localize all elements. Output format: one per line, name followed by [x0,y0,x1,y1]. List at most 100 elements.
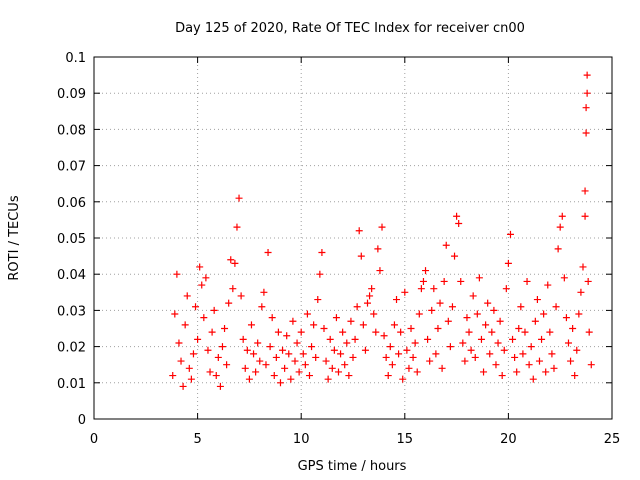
data-point [208,328,216,336]
data-point [405,364,413,372]
x-axis-label: GPS time / hours [298,459,407,474]
data-point [339,328,347,336]
data-point [239,335,247,343]
data-point [316,270,324,278]
data-point [258,303,266,311]
data-point [245,375,253,383]
data-point [569,325,577,332]
data-point [301,361,309,369]
data-point [175,339,183,347]
data-point [415,310,423,318]
data-point [488,328,496,336]
data-point [270,372,278,380]
data-point [401,288,409,296]
data-point [299,350,307,358]
data-point [384,372,392,380]
data-point [312,353,320,361]
data-point [521,328,529,336]
data-point [231,259,239,267]
data-point [264,248,272,256]
data-point [426,357,434,365]
data-point [388,361,396,369]
data-point [247,321,255,329]
data-point [558,212,566,220]
data-point [422,267,430,275]
data-point [509,335,517,343]
data-point [417,285,425,293]
data-point [403,346,411,354]
data-point [477,335,485,343]
data-point [463,314,471,322]
data-point [368,285,376,293]
data-point [297,328,305,336]
data-point [564,339,572,347]
data-point [382,353,390,361]
data-point [287,375,295,383]
data-point [515,325,523,332]
x-tick-label: 5 [193,432,201,447]
data-point [364,299,372,307]
data-point [480,368,488,376]
data-point [194,335,202,343]
data-point [582,104,590,112]
data-point [177,357,185,365]
data-point [506,230,514,238]
data-point [303,310,311,318]
data-point [357,252,365,260]
data-point [513,368,521,376]
data-point [575,310,583,318]
data-point [305,372,313,380]
data-point [366,292,374,300]
data-point [328,364,336,372]
data-point [390,321,398,329]
data-point [185,364,193,372]
data-point [343,339,351,347]
data-point [442,241,450,249]
data-point [218,343,226,351]
data-point [260,288,268,296]
data-point [573,346,581,354]
data-point [173,270,181,278]
data-point [252,368,260,376]
data-point [169,372,177,380]
data-point [446,343,454,351]
data-point [533,296,541,304]
data-point [552,303,560,311]
data-point [210,306,218,314]
data-point [274,328,282,336]
data-point [432,350,440,358]
data-point [285,350,293,358]
data-point [250,350,258,358]
data-point [326,335,334,343]
data-point [465,328,473,336]
data-point [523,277,531,285]
y-tick-label: 0.08 [57,123,86,138]
data-point [289,317,297,325]
y-tick-label: 0.03 [57,304,86,319]
data-point [581,187,589,195]
data-point [308,343,316,351]
data-point [475,274,483,282]
data-point [332,314,340,322]
x-tick-label: 20 [500,432,517,447]
data-point [490,306,498,314]
data-point [378,223,386,231]
data-point [504,259,512,267]
data-point [556,223,564,231]
data-point [471,353,479,361]
data-point [455,220,463,228]
data-point [171,310,179,318]
data-point [482,321,490,329]
data-point [571,372,579,380]
data-point [519,350,527,358]
y-tick-label: 0.1 [65,51,86,66]
data-point [525,361,533,369]
y-tick-label: 0.01 [57,377,86,392]
data-point [583,71,591,79]
data-point [484,299,492,307]
data-point [183,292,191,300]
data-point [189,350,197,358]
data-point [448,303,456,311]
data-point [380,332,388,340]
